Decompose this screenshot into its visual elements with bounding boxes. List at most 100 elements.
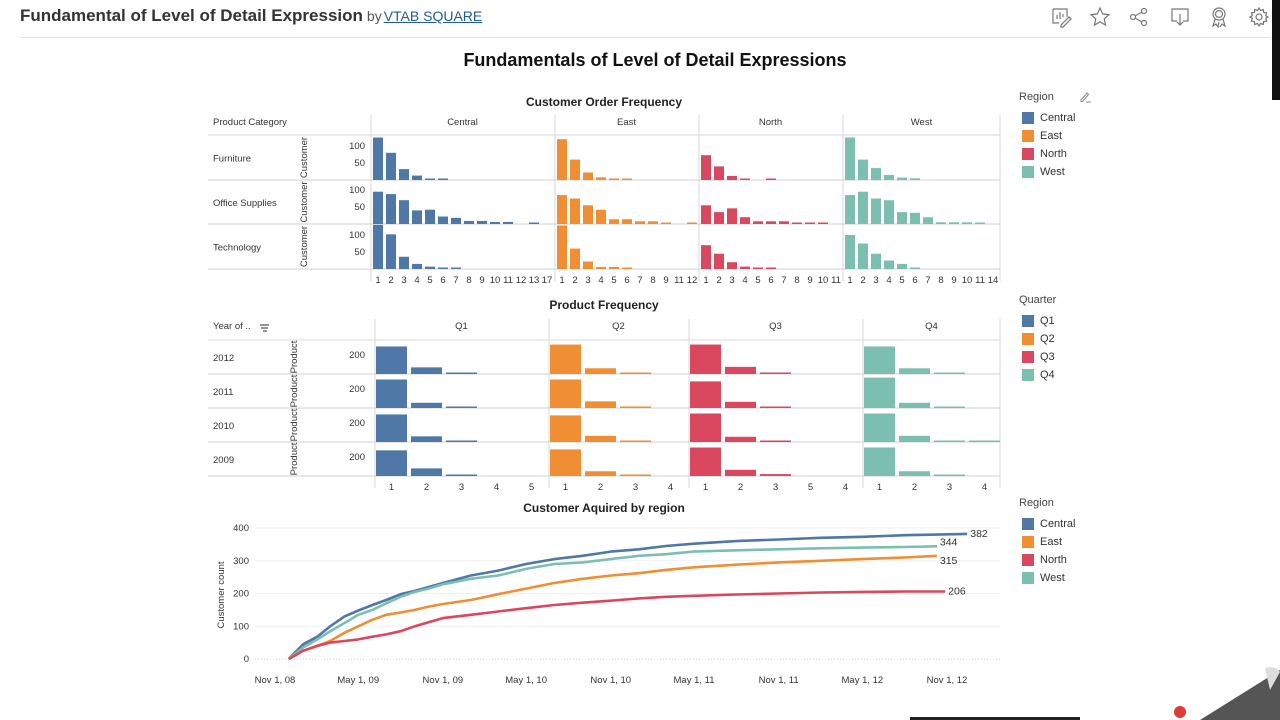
bar[interactable] — [583, 172, 593, 180]
bar[interactable] — [620, 440, 651, 443]
bar[interactable] — [753, 267, 763, 270]
bar[interactable] — [714, 212, 724, 224]
bar[interactable] — [969, 440, 1000, 443]
legend-item-north[interactable]: North — [1019, 551, 1075, 569]
bar[interactable] — [412, 210, 422, 224]
bar[interactable] — [725, 401, 756, 408]
bar[interactable] — [376, 414, 407, 442]
series-line-north[interactable] — [288, 590, 946, 661]
bar[interactable] — [701, 245, 711, 269]
bar[interactable] — [725, 469, 756, 476]
bar[interactable] — [411, 436, 442, 442]
bar[interactable] — [760, 474, 791, 476]
author-link[interactable]: VTAB SQUARE — [383, 8, 483, 24]
legend-item-east[interactable]: East — [1019, 127, 1075, 145]
bar[interactable] — [714, 166, 724, 180]
bar[interactable] — [727, 175, 737, 180]
bar[interactable] — [585, 435, 616, 442]
bar[interactable] — [661, 222, 671, 225]
bar[interactable] — [425, 209, 435, 224]
legend-item-east[interactable]: East — [1019, 533, 1075, 551]
bar[interactable] — [609, 219, 619, 224]
settings-icon[interactable] — [1248, 6, 1270, 28]
bar[interactable] — [411, 402, 442, 408]
bar[interactable] — [550, 379, 581, 409]
bar[interactable] — [760, 440, 791, 443]
bar[interactable] — [864, 413, 895, 443]
bar[interactable] — [690, 447, 721, 477]
bar[interactable] — [399, 200, 409, 224]
bar[interactable] — [583, 261, 593, 269]
bar[interactable] — [557, 225, 567, 269]
bar[interactable] — [934, 406, 965, 409]
series-line-east[interactable] — [288, 554, 937, 661]
bar[interactable] — [373, 191, 383, 224]
bar[interactable] — [910, 212, 920, 224]
bar[interactable] — [585, 471, 616, 476]
bar[interactable] — [884, 174, 894, 180]
bar[interactable] — [845, 195, 855, 224]
bar[interactable] — [864, 447, 895, 477]
bar[interactable] — [727, 208, 737, 224]
sort-icon[interactable] — [260, 324, 269, 332]
bar[interactable] — [411, 367, 442, 374]
bar[interactable] — [376, 450, 407, 476]
bar[interactable] — [411, 468, 442, 476]
bar[interactable] — [690, 413, 721, 443]
bar[interactable] — [635, 221, 645, 224]
bar[interactable] — [477, 220, 487, 224]
bar[interactable] — [464, 220, 474, 224]
bar[interactable] — [766, 221, 776, 224]
bar[interactable] — [701, 155, 711, 180]
bar[interactable] — [818, 222, 828, 225]
bar[interactable] — [490, 221, 500, 224]
bar[interactable] — [373, 137, 383, 181]
bar[interactable] — [845, 137, 855, 181]
bar[interactable] — [557, 139, 567, 180]
bar[interactable] — [438, 178, 448, 181]
bar[interactable] — [934, 372, 965, 375]
bar[interactable] — [897, 212, 907, 224]
bar[interactable] — [373, 224, 383, 269]
bar[interactable] — [805, 222, 815, 225]
bar[interactable] — [446, 372, 477, 375]
bar[interactable] — [725, 436, 756, 442]
bar[interactable] — [934, 474, 965, 477]
bar[interactable] — [760, 372, 791, 375]
legend-item-q3[interactable]: Q3 — [1019, 348, 1056, 366]
bar[interactable] — [871, 198, 881, 225]
bar[interactable] — [557, 195, 567, 224]
bar[interactable] — [570, 198, 580, 225]
bar[interactable] — [714, 253, 724, 269]
bar[interactable] — [412, 175, 422, 180]
bar[interactable] — [550, 344, 581, 374]
legend-item-q4[interactable]: Q4 — [1019, 366, 1056, 384]
bar[interactable] — [858, 191, 868, 224]
bar[interactable] — [399, 256, 409, 269]
bar[interactable] — [792, 222, 802, 225]
bar[interactable] — [949, 222, 959, 224]
bar[interactable] — [899, 471, 930, 476]
bar[interactable] — [376, 379, 407, 409]
bar[interactable] — [583, 205, 593, 224]
edit-colors-icon[interactable] — [1079, 91, 1091, 103]
bar[interactable] — [975, 222, 985, 225]
bar[interactable] — [897, 263, 907, 269]
bar[interactable] — [609, 178, 619, 181]
bar[interactable] — [899, 435, 930, 442]
legend-item-central[interactable]: Central — [1019, 109, 1075, 127]
bar[interactable] — [386, 234, 396, 269]
bar[interactable] — [620, 474, 651, 477]
share-icon[interactable] — [1128, 6, 1150, 28]
bar[interactable] — [740, 178, 750, 181]
bar[interactable] — [701, 205, 711, 224]
bar[interactable] — [451, 267, 461, 270]
bar[interactable] — [884, 260, 894, 270]
series-line-west[interactable] — [287, 545, 937, 661]
bar[interactable] — [446, 440, 477, 443]
bar[interactable] — [596, 177, 606, 180]
bar[interactable] — [376, 346, 407, 374]
bar[interactable] — [897, 177, 907, 180]
bar[interactable] — [438, 267, 448, 270]
bar[interactable] — [503, 221, 513, 224]
